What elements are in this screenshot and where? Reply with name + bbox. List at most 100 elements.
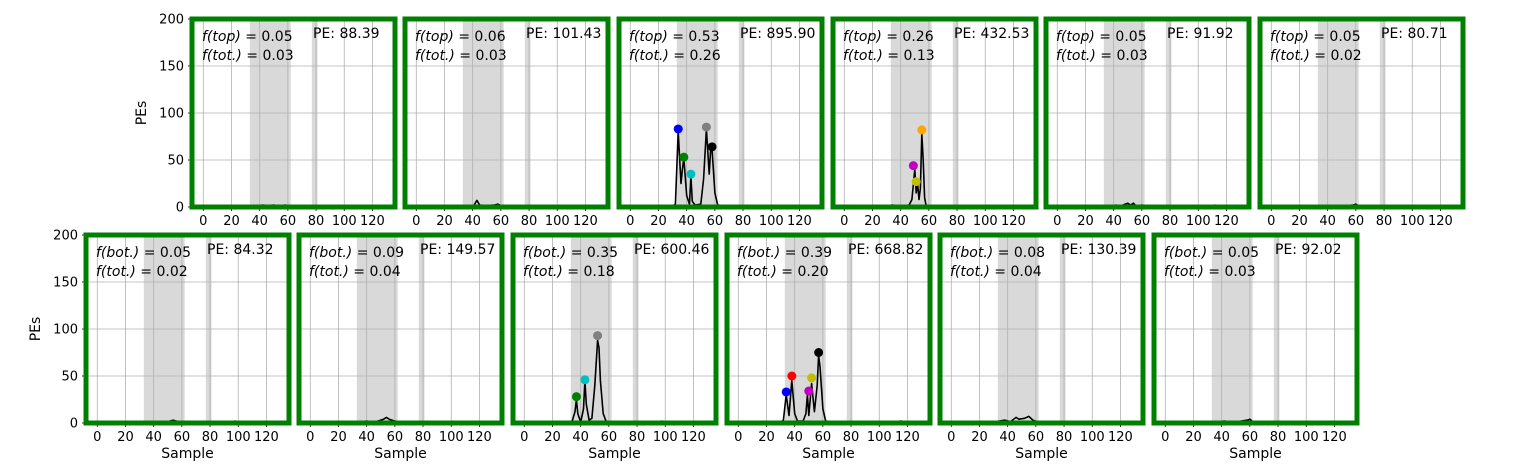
x-tick-label: 0 xyxy=(199,214,207,229)
pe-label: PE: 88.39 xyxy=(313,26,380,42)
x-tick-label: 60 xyxy=(387,430,404,445)
y-tick-label: 100 xyxy=(53,323,78,338)
panel-6: 0 20 40 60 80 100 120 f(top) = 0.05 f(tot.) = 0.… xyxy=(1257,16,1466,229)
y-axis-label: PEs xyxy=(134,101,150,126)
x-tick-label: 100 xyxy=(867,430,892,445)
panel-8: 0 20 40 60 80 100 120 Sample f(bot.) = 0.09 f(tot… xyxy=(296,232,505,462)
x-tick-label: 100 xyxy=(226,430,251,445)
x-tick-label: 20 xyxy=(330,430,347,445)
x-tick-label: 40 xyxy=(1105,214,1122,229)
peak-marker xyxy=(804,386,814,396)
x-tick-label: 0 xyxy=(520,430,528,445)
panel-border xyxy=(937,232,1146,426)
x-tick-label: 120 xyxy=(467,430,492,445)
x-tick-label: 80 xyxy=(1056,430,1073,445)
x-tick-label: 80 xyxy=(202,430,219,445)
total-fraction-label: f(tot.) = 0.03 xyxy=(202,48,294,64)
fraction-label: f(top) = 0.05 xyxy=(1056,29,1147,45)
x-tick-label: 80 xyxy=(1270,430,1287,445)
peak-marker xyxy=(911,177,921,187)
pe-label: PE: 91.92 xyxy=(1167,26,1234,42)
panel-border xyxy=(83,232,292,426)
peak-marker xyxy=(686,169,696,179)
peak-marker xyxy=(787,371,797,381)
x-tick-label: 20 xyxy=(223,214,240,229)
pe-label: PE: 668.82 xyxy=(848,242,923,258)
peak-marker xyxy=(673,124,683,134)
x-tick-label: 100 xyxy=(1080,430,1105,445)
x-tick-label: 60 xyxy=(921,214,938,229)
x-tick-label: 100 xyxy=(973,214,998,229)
x-tick-label: 60 xyxy=(1242,430,1259,445)
y-tick-label: 150 xyxy=(159,60,184,75)
total-fraction-label: f(tot.) = 0.26 xyxy=(629,48,721,64)
peak-marker xyxy=(593,331,603,341)
x-tick-label: 20 xyxy=(971,430,988,445)
x-tick-label: 0 xyxy=(734,430,742,445)
x-tick-label: 0 xyxy=(840,214,848,229)
x-tick-label: 20 xyxy=(436,214,453,229)
x-tick-label: 60 xyxy=(174,430,191,445)
y-axis-label: PEs xyxy=(28,317,44,342)
x-tick-label: 20 xyxy=(758,430,775,445)
pe-label: PE: 92.02 xyxy=(1275,242,1342,258)
x-tick-label: 120 xyxy=(360,214,385,229)
x-tick-label: 80 xyxy=(843,430,860,445)
peak-marker xyxy=(571,392,581,402)
y-tick-label: 0 xyxy=(176,201,184,216)
x-tick-label: 40 xyxy=(145,430,162,445)
y-tick-label: 50 xyxy=(167,154,184,169)
x-tick-label: 100 xyxy=(545,214,570,229)
peak-marker xyxy=(917,125,927,135)
x-tick-label: 0 xyxy=(626,214,634,229)
fraction-label: f(top) = 0.26 xyxy=(843,29,934,45)
fraction-label: f(bot.) = 0.05 xyxy=(1164,245,1259,261)
fraction-label: f(bot.) = 0.39 xyxy=(737,245,832,261)
x-tick-label: 120 xyxy=(895,430,920,445)
panel-5: 0 20 40 60 80 100 120 f(top) = 0.05 f(tot.) = 0.… xyxy=(1043,16,1252,229)
x-tick-label: 120 xyxy=(787,214,812,229)
x-tick-label: 80 xyxy=(308,214,325,229)
panel-11: 0 20 40 60 80 100 120 Sample f(bot.) = 0.08 f(tot… xyxy=(937,232,1146,462)
x-tick-label: 0 xyxy=(93,430,101,445)
x-tick-label: 120 xyxy=(1428,214,1453,229)
panel-border xyxy=(1257,16,1466,210)
pe-label: PE: 101.43 xyxy=(526,26,601,42)
peak-marker xyxy=(701,122,711,132)
x-tick-label: 100 xyxy=(759,214,784,229)
x-tick-label: 40 xyxy=(678,214,695,229)
fraction-label: f(top) = 0.05 xyxy=(1270,29,1361,45)
x-tick-label: 120 xyxy=(1214,214,1239,229)
pe-label: PE: 895.90 xyxy=(740,26,815,42)
panel-border xyxy=(296,232,505,426)
total-fraction-label: f(tot.) = 0.02 xyxy=(96,264,188,280)
x-tick-label: 40 xyxy=(251,214,268,229)
x-tick-label: 60 xyxy=(280,214,297,229)
peak-marker xyxy=(814,348,824,357)
x-tick-label: 120 xyxy=(1001,214,1026,229)
x-tick-label: 60 xyxy=(815,430,832,445)
panel-border xyxy=(510,232,719,426)
x-tick-label: 80 xyxy=(1376,214,1393,229)
pe-label: PE: 149.57 xyxy=(420,242,495,258)
x-tick-label: 60 xyxy=(707,214,724,229)
x-tick-label: 80 xyxy=(735,214,752,229)
panel-border xyxy=(402,16,611,210)
x-tick-label: 20 xyxy=(544,430,561,445)
x-axis-label: Sample xyxy=(161,446,214,462)
panel-border xyxy=(616,16,825,210)
x-tick-label: 80 xyxy=(629,430,646,445)
x-tick-label: 120 xyxy=(681,430,706,445)
y-tick-label: 0 xyxy=(70,417,78,432)
x-tick-label: 0 xyxy=(1267,214,1275,229)
x-tick-label: 40 xyxy=(786,430,803,445)
y-tick-label: 100 xyxy=(159,107,184,122)
pe-label: PE: 600.46 xyxy=(634,242,710,258)
total-fraction-label: f(tot.) = 0.03 xyxy=(1056,48,1148,64)
x-tick-label: 100 xyxy=(439,430,464,445)
peak-marker xyxy=(807,373,817,383)
x-tick-label: 60 xyxy=(1028,430,1045,445)
x-tick-label: 0 xyxy=(947,430,955,445)
panel-7: 0 20 40 60 80 100 120050100150200PEsSamplef(bo… xyxy=(28,229,292,462)
